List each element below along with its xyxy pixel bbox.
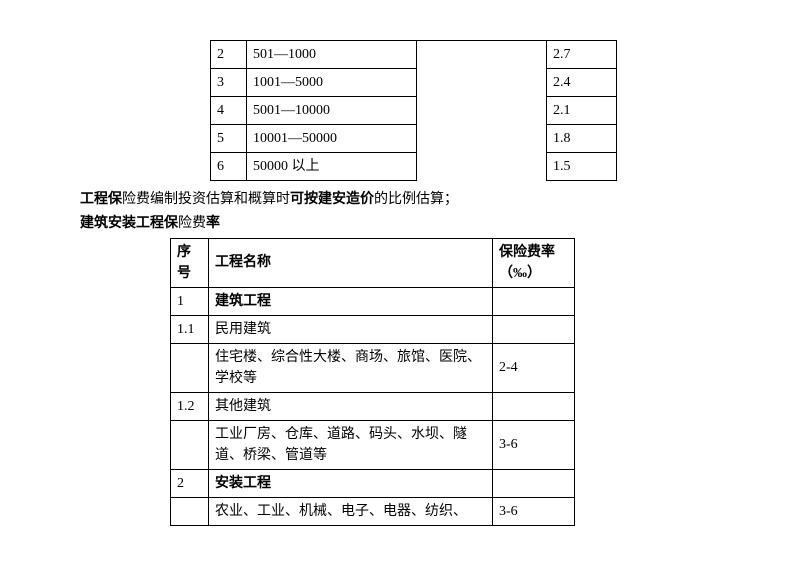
header-cell: 工程名称 — [209, 238, 493, 287]
text: 房、 — [257, 427, 285, 442]
text: 子、 — [355, 504, 383, 519]
text: 序 — [177, 245, 191, 260]
cell-range: 1001—5000 — [247, 69, 417, 97]
text: 坝 — [425, 427, 439, 442]
cell-idx: 1.2 — [171, 392, 209, 420]
text: 场 — [369, 350, 383, 365]
cell-rate: 3-6 — [493, 497, 575, 525]
cell-idx — [171, 343, 209, 392]
cell-name: 住宅楼、综合性大楼、商场、旅馆、医院、学校等 — [209, 343, 493, 392]
cell-name: 建筑工程 — [209, 287, 493, 315]
header-cell: 序 号 — [171, 238, 209, 287]
text: 编制投资 — [150, 192, 206, 207]
table-row: 5 10001—50000 1.8 — [211, 125, 617, 153]
cell-idx: 4 — [211, 97, 247, 125]
cell-name: 其他建筑 — [209, 392, 493, 420]
cell-rate — [493, 287, 575, 315]
text: 、旅 — [383, 350, 411, 365]
text: 厂 — [243, 427, 257, 442]
text: 综 — [271, 350, 285, 365]
document-body: 2 501—1000 2.7 3 1001—5000 2.4 4 5001—10… — [80, 40, 720, 526]
cell-idx: 5 — [211, 125, 247, 153]
text: 险费 — [178, 216, 206, 231]
text: 率 — [206, 216, 220, 231]
text: 建筑安装工程保 — [80, 216, 178, 231]
cell-name: 民用建筑 — [209, 315, 493, 343]
cell-rate — [493, 469, 575, 497]
text: 仓库 — [285, 427, 313, 442]
text: 的比例估算； — [374, 192, 458, 207]
text: 、医院、 — [425, 350, 481, 365]
cell-name: 安装工程 — [209, 469, 493, 497]
text: 、隧 — [439, 427, 467, 442]
text: 可按 — [290, 192, 318, 207]
cell-name: 工业厂房、仓库、道路、码头、水坝、隧道、桥梁、管道等 — [209, 420, 493, 469]
cell-merged — [417, 41, 547, 181]
cell-idx: 6 — [211, 153, 247, 181]
text: 工程保 — [80, 192, 122, 207]
text: 号 — [177, 266, 191, 281]
text: 电 — [341, 504, 355, 519]
table-row: 农业、工业、机械、电子、电器、纺织、 3-6 — [171, 497, 575, 525]
cell-rate: 1.8 — [547, 125, 617, 153]
insurance-rate-table: 序 号 工程名称 保险费率 （‰） 1 建筑工程 1.1 民用建筑 住宅楼、综合… — [170, 238, 575, 526]
text: 、水 — [397, 427, 425, 442]
table-row: 住宅楼、综合性大楼、商场、旅馆、医院、学校等 2-4 — [171, 343, 575, 392]
cell-idx: 3 — [211, 69, 247, 97]
cell-rate — [493, 392, 575, 420]
paragraph-2: 建筑安装工程保险费率 — [80, 213, 720, 235]
text: 业、机械、 — [271, 504, 341, 519]
text: 住宅楼、 — [215, 350, 271, 365]
cell-range: 50000 以上 — [247, 153, 417, 181]
cell-idx: 1.1 — [171, 315, 209, 343]
cell-rate: 1.5 — [547, 153, 617, 181]
cell-idx — [171, 497, 209, 525]
cell-idx: 1 — [171, 287, 209, 315]
table-row: 3 1001—5000 2.4 — [211, 69, 617, 97]
table-row: 工业厂房、仓库、道路、码头、水坝、隧道、桥梁、管道等 3-6 — [171, 420, 575, 469]
cell-range: 10001—50000 — [247, 125, 417, 153]
text: 险费 — [122, 192, 150, 207]
text: 、 — [453, 504, 467, 519]
text: 道、桥梁、管道等 — [215, 448, 327, 463]
cell-idx: 2 — [171, 469, 209, 497]
cell-rate: 2.7 — [547, 41, 617, 69]
paragraph-1: 工程保险费编制投资估算和概算时可按建安造价的比例估算； — [80, 189, 720, 211]
text: 馆 — [411, 350, 425, 365]
text: 学校等 — [215, 371, 257, 386]
text: 工业 — [215, 427, 243, 442]
text: 码头 — [369, 427, 397, 442]
rate-table-1: 2 501—1000 2.7 3 1001—5000 2.4 4 5001—10… — [210, 40, 617, 181]
text: 工 — [257, 504, 271, 519]
table-row: 2 安装工程 — [171, 469, 575, 497]
table-row: 2 501—1000 2.7 — [211, 41, 617, 69]
cell-idx — [171, 420, 209, 469]
cell-idx: 2 — [211, 41, 247, 69]
table-row: 1.1 民用建筑 — [171, 315, 575, 343]
cell-rate: 2.1 — [547, 97, 617, 125]
table-header-row: 序 号 工程名称 保险费率 （‰） — [171, 238, 575, 287]
text: （‰） — [499, 266, 541, 281]
text: 纺织 — [425, 504, 453, 519]
text: 保险费率 — [499, 245, 555, 260]
cell-range: 501—1000 — [247, 41, 417, 69]
header-cell: 保险费率 （‰） — [493, 238, 575, 287]
text: 电 — [383, 504, 397, 519]
cell-name: 农业、工业、机械、电子、电器、纺织、 — [209, 497, 493, 525]
cell-rate: 2.4 — [547, 69, 617, 97]
text: 器、 — [397, 504, 425, 519]
text: 农业、 — [215, 504, 257, 519]
table-row: 1.2 其他建筑 — [171, 392, 575, 420]
text: 合性大楼、商 — [285, 350, 369, 365]
table-row: 6 50000 以上 1.5 — [211, 153, 617, 181]
table-row: 1 建筑工程 — [171, 287, 575, 315]
cell-range: 5001—10000 — [247, 97, 417, 125]
cell-rate: 2-4 — [493, 343, 575, 392]
table-row: 4 5001—10000 2.1 — [211, 97, 617, 125]
text: 、道路、 — [313, 427, 369, 442]
text: 估算和概算时 — [206, 192, 290, 207]
cell-rate — [493, 315, 575, 343]
text: 建安造价 — [318, 192, 374, 207]
cell-rate: 3-6 — [493, 420, 575, 469]
